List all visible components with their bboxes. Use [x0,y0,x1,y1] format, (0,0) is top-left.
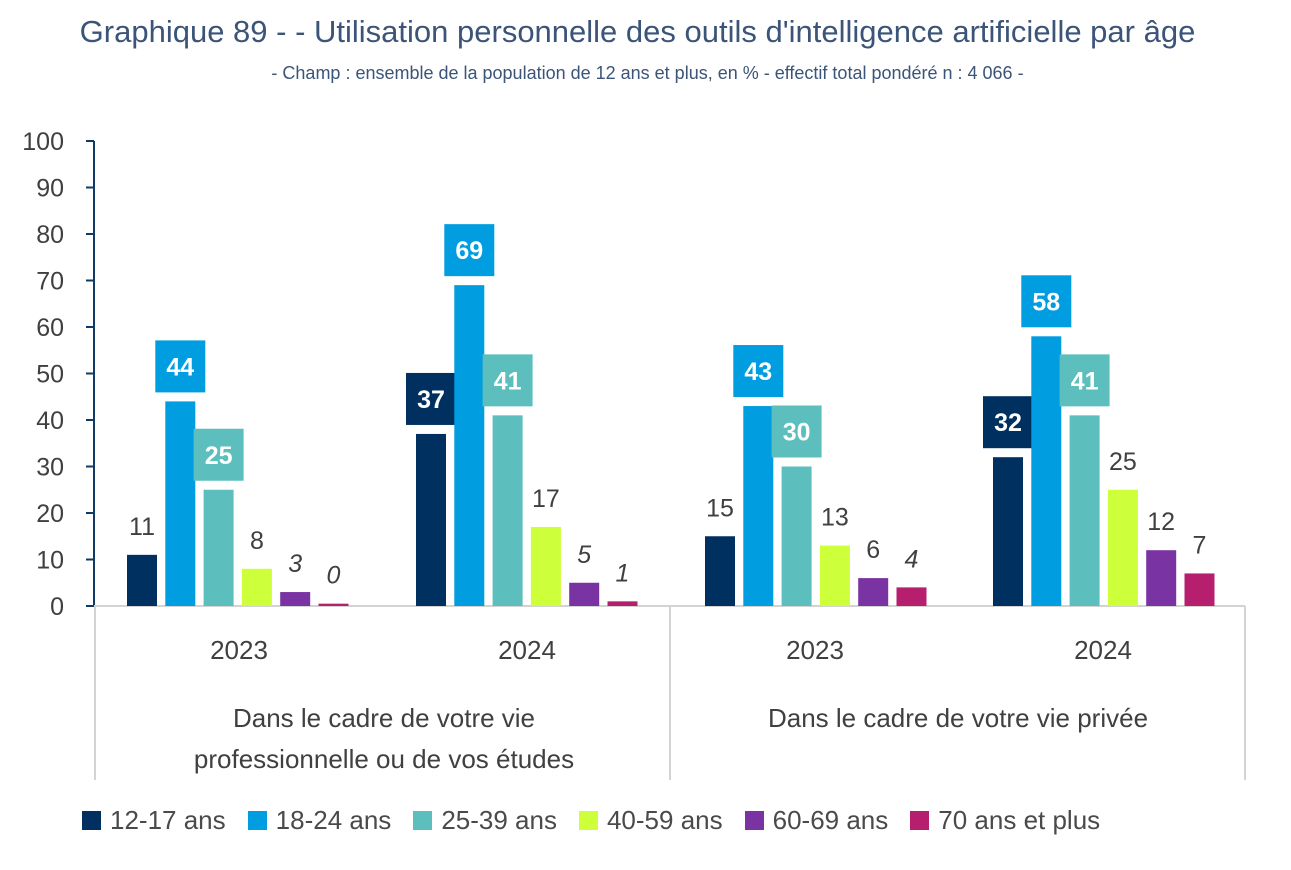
data-label: 25 [1109,448,1137,476]
data-label-box [406,372,456,425]
data-label-box [482,354,533,407]
data-label-box [155,340,206,393]
data-label: 43 [744,358,772,386]
data-label-box [983,396,1033,449]
x-category-label: 2024 [498,635,556,665]
bar [203,489,234,606]
data-label: 7 [1193,531,1207,559]
data-label-box [193,428,244,481]
bar [318,603,349,606]
data-label: 8 [250,527,264,555]
x-group-label: Dans le cadre de votre vie privée [768,703,1148,733]
data-label: 25 [205,442,233,470]
bar [127,554,157,606]
bar [781,466,812,606]
data-label: 11 [129,513,155,541]
legend-swatch [413,811,433,830]
legend-swatch [82,811,101,830]
data-label: 3 [288,550,302,578]
y-tick-label: 100 [22,128,64,156]
data-label-box [733,345,784,398]
legend-label: 12-17 ans [110,805,226,835]
data-label: 17 [532,485,560,513]
legend-item: 70 ans et plus [910,805,1100,836]
data-label: 5 [577,541,591,569]
bar [705,536,735,606]
y-tick-label: 30 [36,454,64,482]
legend-swatch [247,811,267,830]
legend-label: 60-69 ans [772,805,889,835]
y-tick-label: 80 [36,221,64,249]
data-label: 41 [494,367,522,395]
bar [280,592,311,606]
x-group-label: professionnelle ou de vos études [194,744,574,774]
bar [896,587,927,606]
bar [530,526,561,606]
y-tick-label: 10 [36,547,64,575]
legend-label: 40-59 ans [606,805,723,835]
legend-item: 25-39 ans [413,805,557,836]
legend-item: 40-59 ans [578,805,723,836]
y-tick-label: 50 [36,361,64,389]
data-label: 1 [616,559,630,587]
data-label: 15 [706,494,734,522]
x-category-label: 2023 [210,635,268,665]
legend-item: 18-24 ans [247,805,392,836]
legend-label: 18-24 ans [275,805,392,835]
data-label-box [1059,354,1110,407]
chart-title: Graphique 89 - - Utilisation personnelle… [79,14,1196,49]
y-tick-label: 40 [36,407,64,435]
bar [858,578,889,606]
data-label-box [444,224,495,277]
bar [1146,550,1177,606]
data-label: 44 [166,353,194,381]
bar [607,601,638,606]
y-tick-label: 60 [36,314,64,342]
bar [165,401,196,606]
chart-subtitle: - Champ : ensemble de la population de 1… [271,63,1024,83]
data-label: 13 [821,504,849,532]
data-label: 58 [1032,288,1060,316]
bar [1031,336,1062,606]
legend-swatch [578,811,598,830]
bar [416,433,446,606]
bar [819,545,850,606]
data-label: 12 [1147,508,1175,536]
data-label: 6 [866,536,880,564]
data-label-box [1021,275,1072,328]
data-label: 69 [455,237,483,265]
data-label-box [771,405,822,458]
bar [569,582,600,606]
x-category-label: 2024 [1074,635,1132,665]
x-category-label: 2023 [786,635,844,665]
data-label: 30 [783,419,811,447]
bar [993,457,1023,606]
y-tick-label: 70 [36,268,64,296]
bar [241,568,272,606]
data-label: 0 [327,562,341,590]
data-label: 41 [1071,367,1099,395]
legend-label: 25-39 ans [441,805,557,835]
bar [1069,415,1100,606]
y-tick-label: 90 [36,175,64,203]
legend-item: 12-17 ans [82,805,226,836]
data-label: 32 [994,409,1022,437]
bar [454,285,485,606]
bar [492,415,523,606]
legend-swatch [910,811,930,830]
chart-legend: 12-17 ans 18-24 ans 25-39 ans 40-59 ans 60-6… [82,805,1122,836]
y-tick-label: 20 [36,500,64,528]
bar [1107,489,1138,606]
legend-item: 60-69 ans [744,805,889,836]
bar [743,406,774,606]
data-label: 4 [905,545,919,573]
legend-label: 70 ans et plus [938,805,1101,835]
legend-swatch [744,811,764,830]
data-label: 37 [417,386,445,414]
bar [1184,573,1215,606]
y-tick-label: 0 [50,593,64,621]
x-group-label: Dans le cadre de votre vie [233,703,535,733]
